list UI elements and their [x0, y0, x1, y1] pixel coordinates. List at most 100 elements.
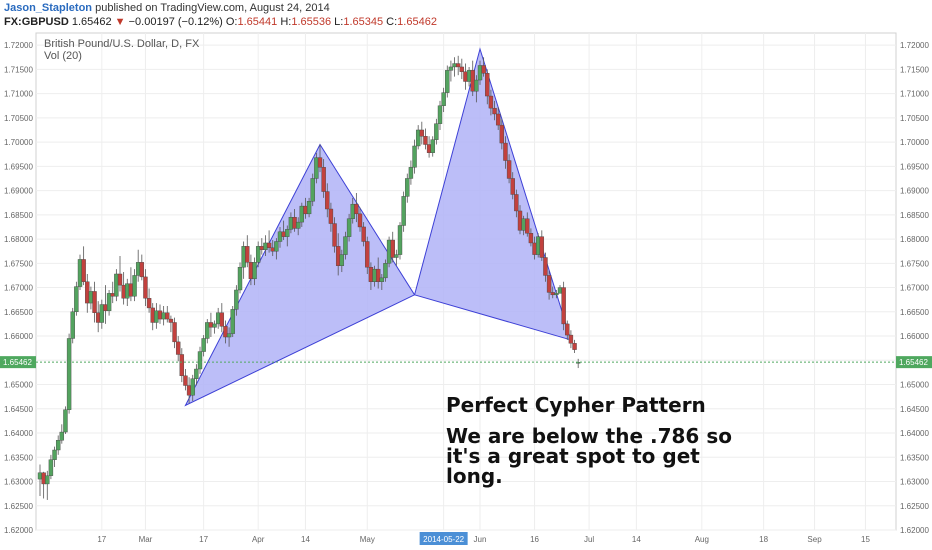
candle-body [506, 160, 512, 179]
y-tick-label-right: 1.68500 [900, 211, 929, 220]
candle-body [561, 287, 566, 325]
candle-body [459, 66, 465, 72]
low-value: 1.65345 [343, 16, 384, 28]
candle-body [314, 157, 319, 179]
candle-body [539, 236, 545, 258]
candle-body [325, 191, 330, 210]
candle-body [215, 312, 221, 325]
candle-body [179, 354, 185, 377]
candle-body [208, 322, 214, 328]
candle-body [317, 157, 323, 168]
candle-body [306, 201, 312, 215]
y-tick-label-left: 1.67000 [4, 284, 33, 293]
candle-body [128, 283, 134, 297]
change-down-icon: ▼ [114, 16, 126, 28]
y-tick-label-right: 1.70500 [900, 114, 929, 123]
candle-body [386, 239, 392, 264]
candle-body [245, 246, 250, 263]
y-tick-label-left: 1.71000 [4, 90, 33, 99]
x-tick-label: 2014-05-22 [423, 535, 464, 544]
candle-body [365, 241, 370, 268]
candle-body [335, 246, 341, 266]
candle-body [528, 233, 534, 244]
y-tick-label-right: 1.71000 [900, 90, 929, 99]
candle-body [165, 312, 170, 320]
candle-body [299, 205, 305, 223]
open-value: 1.65441 [237, 16, 278, 28]
y-tick-label-left: 1.69500 [4, 162, 33, 171]
last-price-label-right: 1.65462 [899, 358, 928, 367]
publish-info: Jason_Stapleton published on TradingView… [4, 2, 330, 14]
candle-body [241, 246, 246, 268]
candle-body [419, 129, 425, 137]
candle-body [350, 203, 355, 219]
candle-body [379, 277, 385, 282]
candle-body [197, 351, 203, 370]
author-link[interactable]: Jason_Stapleton [4, 2, 93, 14]
y-tick-label-left: 1.63000 [4, 478, 33, 487]
symbol[interactable]: FX:GBPUSD [4, 16, 69, 28]
candle-body [543, 257, 548, 276]
candle-body [146, 298, 152, 309]
y-tick-label-left: 1.66500 [4, 308, 33, 317]
candle-body [168, 318, 174, 323]
candle-body [125, 283, 130, 299]
change-value: −0.00197 (−0.12%) [128, 16, 223, 28]
y-tick-label-left: 1.62500 [4, 502, 33, 511]
x-tick-label: 16 [530, 535, 539, 544]
candle-body [510, 178, 515, 195]
candle-body [430, 139, 435, 153]
candle-body [408, 167, 414, 179]
x-tick-label: Aug [695, 535, 709, 544]
candle-body [343, 236, 348, 255]
candle-body [110, 293, 115, 297]
high-label: H: [280, 16, 292, 28]
time-axis[interactable]: 17 Mar 17 Apr 14 May 2014-05-22 Jun 16 Jul 14 Aug 18… [97, 532, 870, 545]
y-tick-label-right: 1.64000 [900, 429, 929, 438]
candle-body [423, 136, 428, 145]
candle-body [274, 241, 279, 252]
y-tick-label-right: 1.64500 [900, 405, 929, 414]
candle-body [434, 123, 439, 140]
candle-body [328, 208, 334, 224]
y-tick-label-right: 1.62000 [900, 526, 929, 535]
last-price-label-left: 1.65462 [3, 358, 32, 367]
y-tick-label-right: 1.71500 [900, 65, 929, 74]
last-price: 1.65462 [71, 16, 112, 28]
candle-body [74, 286, 79, 313]
candle-body [281, 231, 286, 237]
candle-body [521, 218, 526, 231]
y-tick-label-right: 1.70000 [900, 138, 929, 147]
candle-body [234, 289, 239, 310]
candle-body [92, 291, 97, 313]
candle-body [441, 92, 446, 106]
candle-body [499, 124, 505, 144]
annotation-title: Perfect Cypher Pattern [446, 393, 706, 417]
candle-body [445, 70, 450, 93]
x-tick-label: Apr [252, 535, 265, 544]
y-tick-label-left: 1.72000 [4, 41, 33, 50]
candle-body [252, 262, 257, 280]
candle-body [550, 292, 555, 296]
candle-body [448, 66, 454, 71]
annotation-body: We are below the .786 so it's a great sp… [446, 424, 732, 488]
candle-body [477, 65, 483, 81]
candle-body [295, 221, 301, 229]
candle-body [525, 218, 530, 234]
y-tick-label-right: 1.69500 [900, 162, 929, 171]
candle-body [201, 338, 206, 352]
candle-body [154, 310, 159, 323]
candle-body [263, 242, 268, 250]
candle-body [106, 293, 112, 312]
candle-body [474, 79, 479, 92]
candle-body [277, 231, 283, 242]
candle-body [405, 178, 410, 197]
candle-body [517, 210, 523, 231]
volume-indicator-label: Vol (20) [44, 50, 82, 62]
y-tick-label-left: 1.71500 [4, 65, 33, 74]
x-tick-label: 15 [861, 535, 870, 544]
candle-body [230, 309, 235, 334]
candle-body [437, 105, 443, 124]
y-tick-label-right: 1.66500 [900, 308, 929, 317]
